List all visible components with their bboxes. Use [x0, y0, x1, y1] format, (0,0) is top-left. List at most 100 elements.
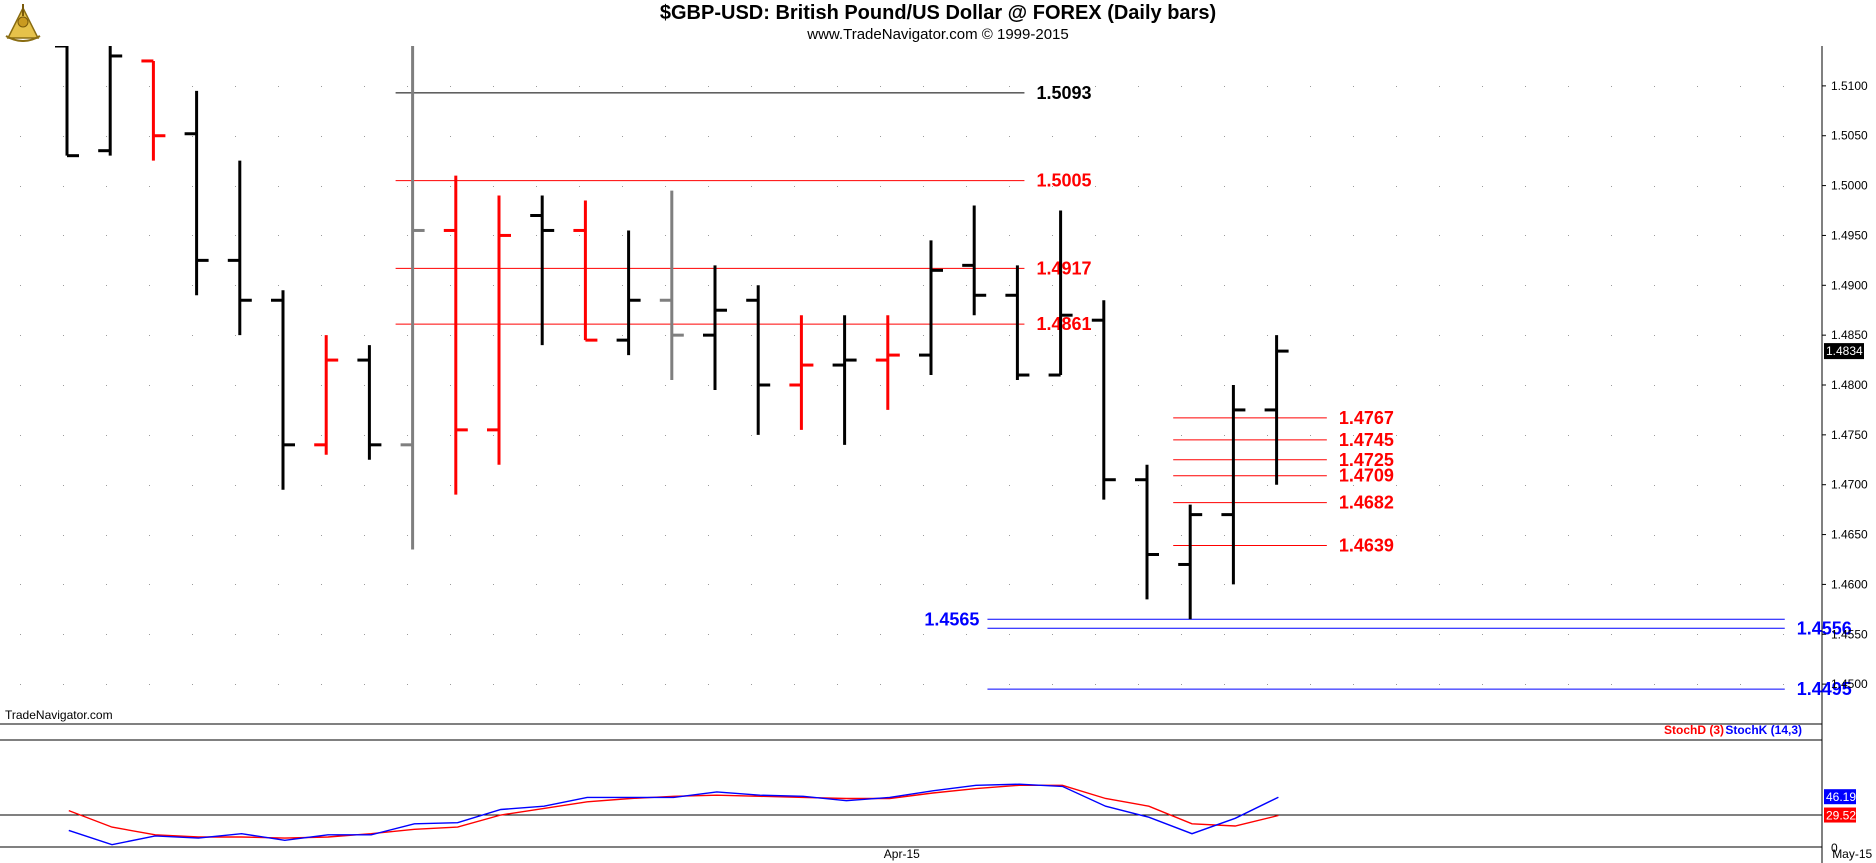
- ohlc-bar: [1178, 504, 1203, 620]
- grid-dot: [364, 235, 365, 236]
- grid-dot: [1697, 335, 1698, 336]
- grid-dot: [1439, 285, 1440, 286]
- grid-dot: [1439, 684, 1440, 685]
- ohlc-bar: [1048, 210, 1073, 377]
- grid-dot: [407, 385, 408, 386]
- grid-dot: [63, 435, 64, 436]
- grid-dot: [149, 684, 150, 685]
- grid-dot: [923, 285, 924, 286]
- grid-dot: [1052, 485, 1053, 486]
- grid-dot: [1353, 335, 1354, 336]
- grid-dot: [1353, 535, 1354, 536]
- ohlc-bar: [703, 265, 727, 390]
- stoch-legend-d: StochD (3): [1664, 723, 1724, 737]
- grid-dot: [923, 634, 924, 635]
- grid-dot: [364, 535, 365, 536]
- ohlc-bar: [875, 315, 900, 410]
- grid-dot: [536, 535, 537, 536]
- grid-dot: [665, 435, 666, 436]
- grid-dot: [1611, 634, 1612, 635]
- grid-dot: [579, 136, 580, 137]
- grid-dot: [1138, 335, 1139, 336]
- grid-dot: [321, 186, 322, 187]
- grid-dot: [1396, 136, 1397, 137]
- grid-dot: [1052, 285, 1053, 286]
- grid-dot: [321, 634, 322, 635]
- grid-dot: [794, 634, 795, 635]
- grid-dot: [192, 584, 193, 585]
- grid-dot: [1052, 535, 1053, 536]
- grid-dot: [837, 684, 838, 685]
- grid-dot: [751, 535, 752, 536]
- level-label: 1.5005: [1036, 171, 1091, 191]
- grid-dot: [1396, 684, 1397, 685]
- grid-dot: [880, 385, 881, 386]
- grid-dot: [1654, 485, 1655, 486]
- grid-dot: [966, 535, 967, 536]
- grid-dot: [880, 485, 881, 486]
- grid-dot: [794, 86, 795, 87]
- grid-dot: [1697, 634, 1698, 635]
- grid-dot: [1482, 634, 1483, 635]
- grid-dot: [192, 684, 193, 685]
- grid-dot: [192, 634, 193, 635]
- grid-dot: [407, 285, 408, 286]
- grid-dot: [1009, 186, 1010, 187]
- grid-dot: [923, 335, 924, 336]
- grid-dot: [1568, 535, 1569, 536]
- grid-dot: [493, 136, 494, 137]
- grid-dot: [1482, 684, 1483, 685]
- grid-dot: [1525, 535, 1526, 536]
- grid-dot: [1310, 335, 1311, 336]
- grid-dot: [1611, 136, 1612, 137]
- grid-dot: [1568, 385, 1569, 386]
- grid-dot: [536, 136, 537, 137]
- grid-dot: [1439, 584, 1440, 585]
- grid-dot: [1052, 634, 1053, 635]
- level-lines: 1.50931.50051.49171.48611.47671.47451.47…: [395, 83, 1852, 699]
- grid-dot: [708, 584, 709, 585]
- grid-dot: [1310, 385, 1311, 386]
- grid-dot: [1439, 634, 1440, 635]
- grid-dot: [407, 634, 408, 635]
- stoch-last-box: [1824, 807, 1856, 823]
- grid-dot: [1353, 285, 1354, 286]
- grid-dot: [1224, 385, 1225, 386]
- grid-dot: [278, 435, 279, 436]
- grid-dot: [1009, 485, 1010, 486]
- ohlc-bar: [659, 190, 684, 381]
- grid-dot: [1697, 584, 1698, 585]
- grid-dot: [450, 535, 451, 536]
- grid-dot: [1611, 584, 1612, 585]
- grid-dot: [622, 535, 623, 536]
- grid-dot: [1267, 485, 1268, 486]
- grid-dot: [1611, 485, 1612, 486]
- grid-dot: [1181, 335, 1182, 336]
- grid-dot: [493, 385, 494, 386]
- stoch-last-box: [1824, 789, 1856, 805]
- grid-dot: [450, 285, 451, 286]
- grid-dot: [364, 136, 365, 137]
- grid-dot: [966, 584, 967, 585]
- grid-dot: [1525, 136, 1526, 137]
- grid-dot: [1009, 634, 1010, 635]
- grid-dot: [1525, 186, 1526, 187]
- stoch-tick-label: 0: [1831, 841, 1838, 855]
- grid-dot: [1568, 584, 1569, 585]
- grid-dot: [407, 186, 408, 187]
- grid-dot: [536, 684, 537, 685]
- grid-dot: [837, 485, 838, 486]
- grid-dot: [751, 684, 752, 685]
- grid-dot: [1052, 136, 1053, 137]
- date-axis: Apr-15 May-15: [884, 847, 1873, 861]
- grid-dot: [708, 86, 709, 87]
- grid-dot: [493, 186, 494, 187]
- grid-dot: [536, 385, 537, 386]
- grid-dot: [235, 335, 236, 336]
- grid-dot: [106, 186, 107, 187]
- grid-dot: [278, 136, 279, 137]
- grid-dot: [1482, 435, 1483, 436]
- grid-dot: [364, 186, 365, 187]
- grid-dot: [1482, 235, 1483, 236]
